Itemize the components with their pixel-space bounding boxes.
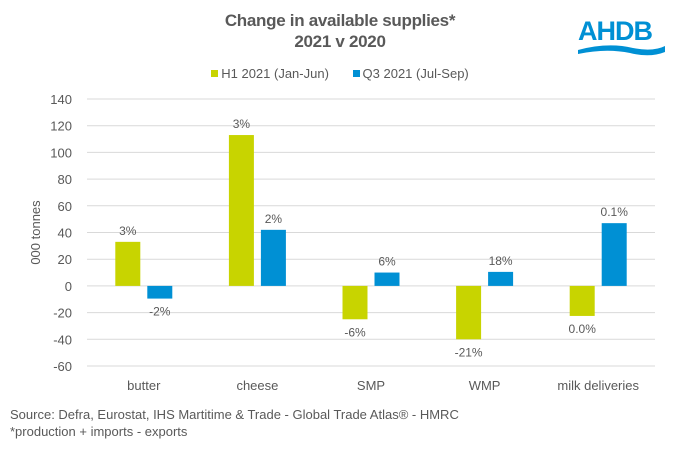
- x-tick-label: butter: [127, 378, 161, 393]
- footer: Source: Defra, Eurostat, IHS Martitime &…: [10, 406, 459, 440]
- bar: [260, 229, 286, 286]
- y-tick-label: 120: [50, 119, 72, 134]
- y-tick-label: 80: [58, 172, 72, 187]
- ahdb-logo: AHDB: [578, 12, 668, 63]
- y-tick-label: 0: [65, 279, 72, 294]
- legend: H1 2021 (Jan-Jun) Q3 2021 (Jul-Sep): [0, 66, 680, 81]
- y-tick-label: -60: [53, 359, 72, 374]
- legend-label: Q3 2021 (Jul-Sep): [362, 66, 469, 81]
- bar: [488, 271, 514, 286]
- bar: [456, 285, 482, 340]
- y-tick-label: -20: [53, 306, 72, 321]
- y-axis-label: 000 tonnes: [28, 200, 43, 265]
- legend-item-h1: H1 2021 (Jan-Jun): [211, 66, 329, 81]
- data-label: -21%: [455, 345, 483, 359]
- legend-item-q3: Q3 2021 (Jul-Sep): [352, 66, 469, 81]
- subtitle-line: 2021 v 2020: [294, 32, 386, 51]
- legend-swatch: [211, 70, 219, 77]
- data-label: 0.1%: [601, 205, 629, 219]
- data-label: 0.0%: [569, 322, 597, 336]
- bar: [342, 285, 368, 320]
- data-label: 2%: [265, 212, 283, 226]
- footnote: *production + imports - exports: [10, 424, 188, 439]
- x-tick-label: WMP: [469, 378, 501, 393]
- bar: [147, 285, 173, 299]
- legend-swatch: [352, 70, 360, 77]
- legend-label: H1 2021 (Jan-Jun): [221, 66, 329, 81]
- data-label: 3%: [233, 117, 251, 131]
- x-tick-label: cheese: [236, 378, 278, 393]
- data-label: -6%: [344, 325, 366, 339]
- y-tick-label: 140: [50, 92, 72, 107]
- bar: [374, 272, 400, 286]
- x-tick-label: milk deliveries: [557, 378, 639, 393]
- data-label: 6%: [378, 255, 396, 269]
- bar: [228, 135, 254, 286]
- y-tick-label: 40: [58, 226, 72, 241]
- title-line: Change in available supplies*: [224, 11, 456, 30]
- y-tick-label: 100: [50, 145, 72, 160]
- chart-title: Change in available supplies* 2021 v 202…: [0, 10, 680, 52]
- svg-text:AHDB: AHDB: [578, 16, 652, 46]
- data-label: -2%: [149, 305, 171, 319]
- source-note: Source: Defra, Eurostat, IHS Martitime &…: [10, 407, 459, 422]
- x-tick-label: SMP: [357, 378, 385, 393]
- bar: [115, 241, 141, 286]
- data-label: 3%: [119, 224, 137, 238]
- data-label: 18%: [489, 254, 513, 268]
- bar: [569, 285, 595, 316]
- y-tick-label: -40: [53, 332, 72, 347]
- y-tick-label: 20: [58, 252, 72, 267]
- y-tick-label: 60: [58, 199, 72, 214]
- bar: [601, 223, 627, 286]
